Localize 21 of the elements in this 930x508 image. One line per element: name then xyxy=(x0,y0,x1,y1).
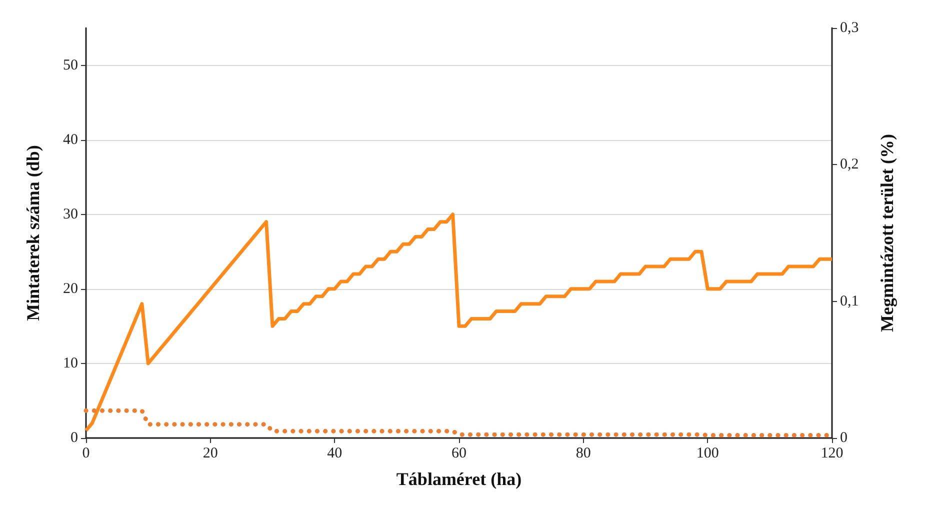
y2-axis-title: Megmintázott terület (%) xyxy=(877,134,897,332)
y-tick-label: 50 xyxy=(63,57,78,74)
line-series xyxy=(84,212,834,432)
y2-tick-label: 0,3 xyxy=(840,20,859,36)
y2-tick-label: 0,1 xyxy=(840,293,859,310)
y2-tick-label: 0,2 xyxy=(840,156,859,173)
y-tick-label: 20 xyxy=(63,280,78,297)
y-tick-label: 0 xyxy=(70,430,78,446)
x-tick-label: 60 xyxy=(452,446,466,462)
y-tick-label: 10 xyxy=(63,355,78,372)
x-tick-label: 40 xyxy=(327,446,342,462)
x-tick-label: 80 xyxy=(576,446,591,462)
x-tick-label: 100 xyxy=(696,446,719,462)
y2-tick-label: 0 xyxy=(840,430,848,446)
x-tick-label: 20 xyxy=(202,446,218,462)
y-tick-label: 40 xyxy=(63,132,78,148)
x-axis-title: Táblaméret (ha) xyxy=(396,469,522,489)
x-tick-label: 0 xyxy=(82,446,90,462)
y-tick-label: 30 xyxy=(63,206,78,222)
y-axis-title: Mintaterek száma (db) xyxy=(23,145,43,321)
x-tick-label: 120 xyxy=(820,446,844,462)
